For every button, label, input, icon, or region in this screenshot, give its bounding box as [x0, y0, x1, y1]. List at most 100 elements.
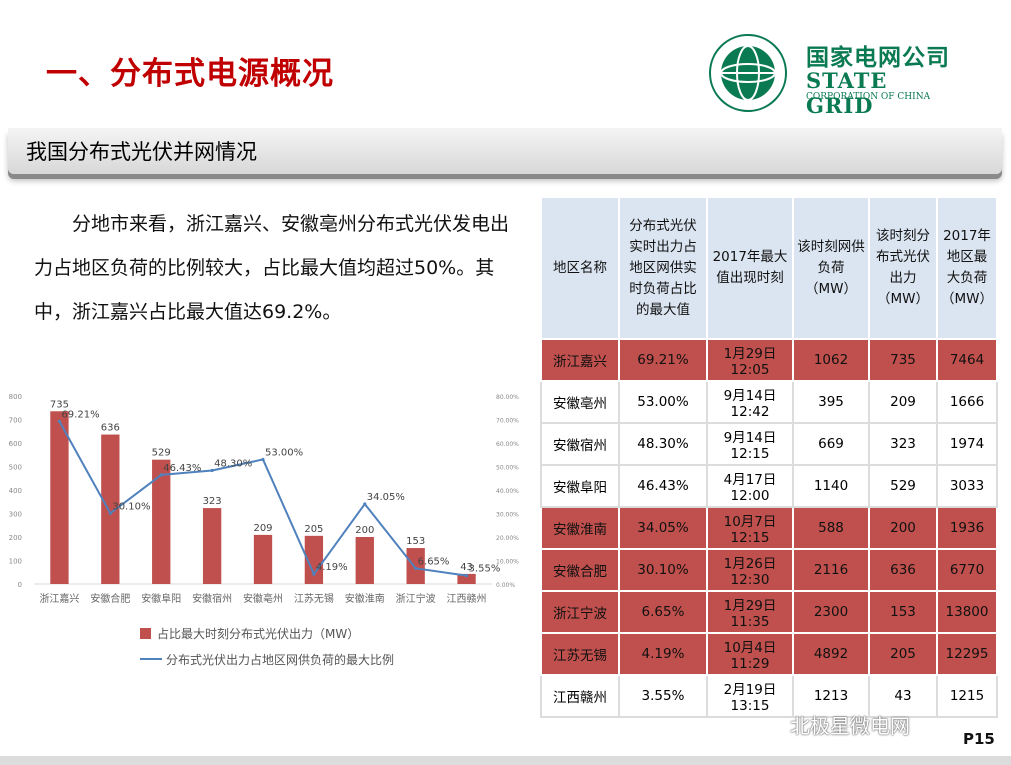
cell-max-load: 1215	[936, 674, 998, 718]
logo-chinese-name: 国家电网公司	[806, 45, 950, 71]
pv-output-chart: 0 100 200 300 400 500 600 700 800 0.00% 10.00% 20.0…	[9, 393, 520, 605]
y-tick-label: 800	[9, 393, 22, 401]
cell-pv: 323	[868, 422, 938, 466]
cell-ratio: 30.10%	[618, 548, 708, 592]
ratio-value-label: 69.21%	[61, 409, 99, 420]
cell-region: 浙江嘉兴	[540, 338, 620, 382]
bar-value-label: 636	[101, 423, 120, 434]
y2-tick-label: 10.00%	[496, 559, 519, 566]
chart-bar	[457, 573, 476, 584]
legend-bar-label: 占比最大时刻分布式光伏出力（MW）	[157, 626, 360, 641]
logo-english-subtitle: CORPORATION OF CHINA	[806, 92, 931, 102]
cell-region: 安徽阜阳	[540, 464, 620, 508]
y2-tick-label: 40.00%	[496, 488, 519, 495]
bar-value-label: 205	[304, 524, 323, 535]
legend-item-bar: 占比最大时刻分布式光伏出力（MW）	[140, 620, 394, 646]
cell-pv: 636	[868, 548, 938, 592]
cell-load: 2116	[792, 548, 870, 592]
x-tick-label: 安徽淮南	[345, 592, 385, 605]
cell-max-load: 1936	[936, 506, 998, 550]
cell-ratio: 4.19%	[618, 632, 708, 676]
section-banner: 我国分布式光伏并网情况	[8, 128, 1002, 174]
cell-ratio: 48.30%	[618, 422, 708, 466]
ratio-point	[57, 419, 62, 423]
cell-pv: 43	[868, 674, 938, 718]
chart-bar	[253, 534, 273, 584]
cell-load: 1140	[792, 464, 870, 508]
cell-load: 395	[792, 380, 870, 424]
cell-region: 江西赣州	[540, 674, 620, 718]
watermark: 北极星微电网	[790, 714, 910, 738]
summary-paragraph: 分地市来看，浙江嘉兴、安徽亳州分布式光伏发电出力占地区负荷的比例较大，占比最大值…	[34, 213, 510, 323]
cell-region: 安徽淮南	[540, 506, 620, 550]
cell-time: 2月19日 13:15	[706, 674, 794, 718]
table-row: 安徽宿州 48.30% 9月14日 12:15 669 323 1974	[540, 422, 998, 466]
cell-pv: 529	[868, 464, 938, 508]
y2-tick-label: 20.00%	[496, 535, 519, 542]
cell-pv: 735	[868, 338, 938, 382]
ratio-value-label: 53.00%	[265, 447, 303, 458]
chart-bar	[406, 548, 425, 584]
chart-bar	[202, 508, 222, 584]
y-tick-label: 200	[9, 534, 22, 542]
table-row: 安徽合肥 30.10% 1月26日 12:30 2116 636 6770	[540, 548, 998, 592]
ratio-value-label: 46.43%	[163, 463, 201, 474]
section-title: 我国分布式光伏并网情况	[26, 140, 257, 164]
legend-line-label: 分布式光伏出力占地区网供负荷的最大比例	[166, 652, 395, 667]
y-tick-label: 100	[9, 558, 22, 566]
bar-value-label: 529	[152, 448, 171, 459]
x-tick-label: 安徽合肥	[90, 592, 130, 605]
cell-load: 588	[792, 506, 870, 550]
footer-bar	[0, 756, 1011, 765]
y-tick-label: 400	[9, 487, 22, 495]
chart-bar	[101, 434, 120, 584]
table-row: 浙江宁波 6.65% 1月29日 11:35 2300 153 13800	[540, 590, 998, 634]
cell-time: 1月29日 11:35	[706, 590, 794, 634]
header-load: 该时刻网供负荷（MW）	[792, 196, 870, 340]
table-header-row: 地区名称 分布式光伏实时出力占地区网供实时负荷占比的最大值 2017年最大值出现…	[540, 196, 998, 340]
logo-english-name: STATE GRID	[806, 68, 888, 118]
cell-load: 2300	[792, 590, 870, 634]
legend-item-line: 分布式光伏出力占地区网供负荷的最大比例	[140, 646, 394, 672]
legend-bar-swatch	[140, 627, 151, 639]
chart-bar	[304, 535, 324, 584]
ratio-point	[210, 468, 214, 473]
x-tick-label: 浙江宁波	[396, 592, 436, 605]
y2-tick-label: 70.00%	[496, 418, 519, 425]
cell-region: 安徽亳州	[540, 380, 620, 424]
header-time: 2017年最大值出现时刻	[706, 196, 794, 340]
table-row: 江西赣州 3.55% 2月19日 13:15 1213 43 1215	[540, 674, 998, 718]
x-tick-label: 安徽阜阳	[141, 592, 181, 605]
header-ratio: 分布式光伏实时出力占地区网供实时负荷占比的最大值	[618, 196, 708, 340]
header-pv: 该时刻分布式光伏出力（MW）	[868, 196, 938, 340]
ratio-point	[464, 574, 469, 578]
y-tick-label: 0	[18, 581, 22, 589]
bar-value-label: 209	[253, 523, 272, 534]
cell-time: 4月17日 12:00	[706, 464, 794, 508]
ratio-point	[159, 473, 163, 477]
table-body: 浙江嘉兴 69.21% 1月29日 12:05 1062 735 7464 安徽亳州 53.0…	[540, 338, 998, 718]
ratio-value-label: 6.65%	[418, 556, 450, 567]
header-region: 地区名称	[540, 196, 620, 340]
x-tick-label: 江苏无锡	[294, 592, 334, 605]
ratio-value-label: 34.05%	[367, 492, 405, 503]
region-table: 地区名称 分布式光伏实时出力占地区网供实时负荷占比的最大值 2017年最大值出现…	[540, 196, 998, 718]
y2-tick-label: 50.00%	[496, 465, 519, 472]
cell-pv: 153	[868, 590, 938, 634]
chart-bar	[152, 459, 171, 584]
cell-ratio: 3.55%	[618, 674, 708, 718]
bar-value-label: 323	[203, 496, 222, 507]
cell-max-load: 1974	[936, 422, 998, 466]
y-tick-label: 600	[9, 440, 22, 448]
cell-pv: 205	[868, 632, 938, 676]
cell-ratio: 53.00%	[618, 380, 708, 424]
table-row: 浙江嘉兴 69.21% 1月29日 12:05 1062 735 7464	[540, 338, 998, 382]
state-grid-logo: 国家电网公司 STATE GRID CORPORATION OF CHINA	[702, 30, 962, 118]
cell-max-load: 12295	[936, 632, 998, 676]
ratio-point	[108, 511, 112, 515]
cell-ratio: 6.65%	[618, 590, 708, 634]
ratio-point	[363, 502, 367, 506]
cell-ratio: 46.43%	[618, 464, 708, 508]
cell-region: 安徽合肥	[540, 548, 620, 592]
cell-time: 10月7日 12:15	[706, 506, 794, 550]
